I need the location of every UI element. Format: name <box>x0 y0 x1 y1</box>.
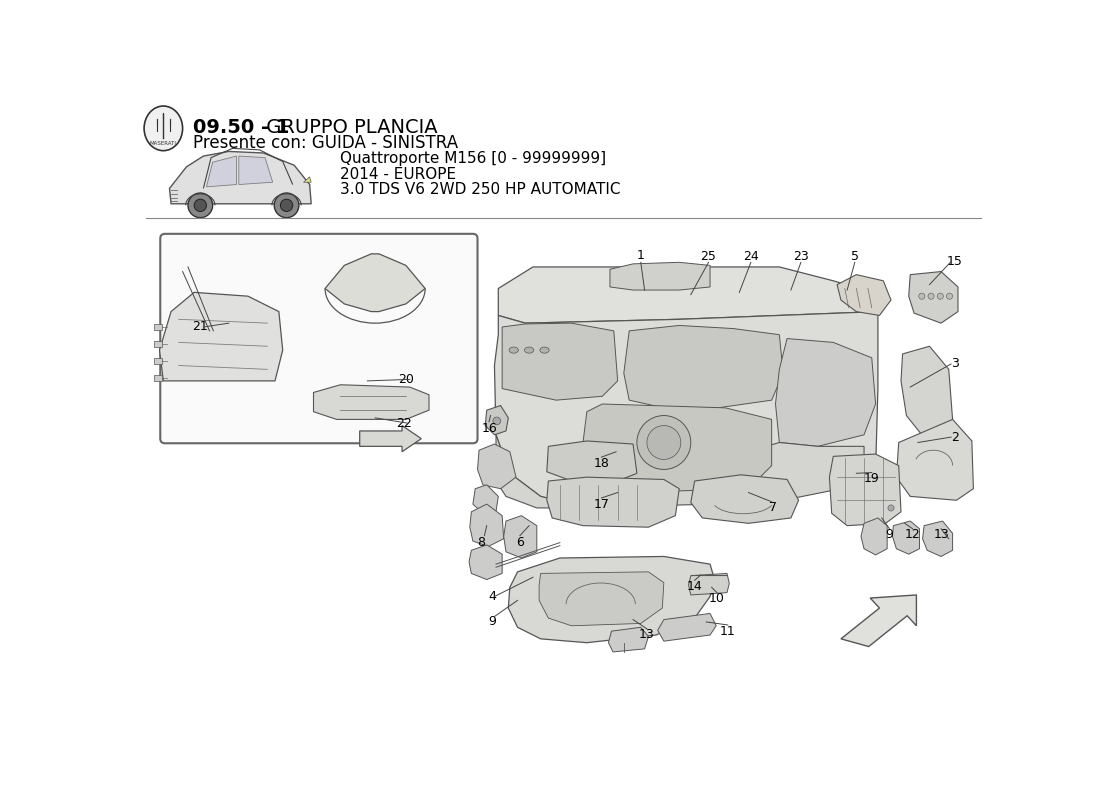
Text: 17: 17 <box>594 498 609 510</box>
Text: 16: 16 <box>481 422 497 435</box>
Polygon shape <box>658 614 716 641</box>
Circle shape <box>937 293 944 299</box>
Ellipse shape <box>509 347 518 353</box>
Text: 5: 5 <box>850 250 859 262</box>
Circle shape <box>647 426 681 459</box>
Circle shape <box>918 293 925 299</box>
Text: 19: 19 <box>864 472 880 485</box>
Polygon shape <box>485 406 508 435</box>
Text: 24: 24 <box>742 250 759 262</box>
Polygon shape <box>609 262 711 290</box>
Polygon shape <box>207 156 236 187</box>
Text: 6: 6 <box>516 536 524 549</box>
Polygon shape <box>909 271 958 323</box>
FancyBboxPatch shape <box>161 234 477 443</box>
Polygon shape <box>495 312 878 504</box>
Text: 3: 3 <box>952 358 959 370</box>
Text: 11: 11 <box>719 625 736 638</box>
Ellipse shape <box>540 347 549 353</box>
Polygon shape <box>498 267 878 323</box>
Circle shape <box>620 643 627 650</box>
Text: 15: 15 <box>947 255 962 268</box>
Polygon shape <box>776 338 876 446</box>
Polygon shape <box>892 521 920 554</box>
Polygon shape <box>861 518 887 555</box>
Circle shape <box>888 505 894 511</box>
Circle shape <box>946 293 953 299</box>
Polygon shape <box>504 516 537 558</box>
Polygon shape <box>470 504 504 546</box>
Polygon shape <box>314 385 429 419</box>
Polygon shape <box>326 254 425 312</box>
Text: 20: 20 <box>398 373 414 386</box>
Circle shape <box>637 415 691 470</box>
Polygon shape <box>691 475 799 523</box>
Polygon shape <box>624 326 783 408</box>
Ellipse shape <box>144 106 183 150</box>
Polygon shape <box>608 627 649 652</box>
Circle shape <box>280 199 293 211</box>
Text: MASERATI: MASERATI <box>150 142 177 146</box>
Polygon shape <box>583 404 772 493</box>
Text: 2014 - EUROPE: 2014 - EUROPE <box>341 167 456 182</box>
Text: 22: 22 <box>396 417 412 430</box>
Polygon shape <box>360 426 421 452</box>
Text: 09.50 - 1: 09.50 - 1 <box>192 118 289 137</box>
Circle shape <box>274 193 299 218</box>
FancyBboxPatch shape <box>154 374 162 381</box>
Polygon shape <box>923 521 953 557</box>
Text: 23: 23 <box>793 250 808 262</box>
Text: 7: 7 <box>769 502 778 514</box>
Polygon shape <box>508 557 714 642</box>
Circle shape <box>188 193 212 218</box>
Text: 12: 12 <box>904 529 921 542</box>
Polygon shape <box>547 477 680 527</box>
Ellipse shape <box>525 347 533 353</box>
Polygon shape <box>539 572 664 626</box>
Text: 2: 2 <box>952 430 959 444</box>
Text: GRUPPO PLANCIA: GRUPPO PLANCIA <box>261 118 438 137</box>
Text: 13: 13 <box>639 629 654 642</box>
Polygon shape <box>689 574 729 595</box>
Text: 1: 1 <box>637 249 645 262</box>
Text: 9: 9 <box>886 529 893 542</box>
Polygon shape <box>842 595 916 646</box>
Polygon shape <box>901 346 953 435</box>
Polygon shape <box>160 292 283 381</box>
Text: 9: 9 <box>488 615 496 629</box>
Text: 13: 13 <box>933 529 949 542</box>
Polygon shape <box>547 441 637 481</box>
Polygon shape <box>304 177 311 182</box>
Circle shape <box>493 417 500 425</box>
Polygon shape <box>469 545 502 579</box>
Polygon shape <box>896 419 974 500</box>
Polygon shape <box>239 156 273 185</box>
Polygon shape <box>496 435 865 508</box>
FancyBboxPatch shape <box>154 341 162 347</box>
Polygon shape <box>502 323 618 400</box>
Polygon shape <box>837 274 891 315</box>
Text: 21: 21 <box>192 321 208 334</box>
FancyBboxPatch shape <box>154 324 162 330</box>
Polygon shape <box>473 485 498 514</box>
Circle shape <box>195 199 207 211</box>
Polygon shape <box>829 454 901 526</box>
Text: 4: 4 <box>488 590 496 603</box>
Text: 18: 18 <box>594 457 609 470</box>
Polygon shape <box>169 151 311 204</box>
Text: 10: 10 <box>710 592 725 606</box>
Text: 8: 8 <box>477 536 485 549</box>
Circle shape <box>928 293 934 299</box>
Text: 25: 25 <box>701 250 716 262</box>
Text: 3.0 TDS V6 2WD 250 HP AUTOMATIC: 3.0 TDS V6 2WD 250 HP AUTOMATIC <box>341 182 620 198</box>
FancyBboxPatch shape <box>154 358 162 364</box>
Polygon shape <box>477 444 516 489</box>
Text: Quattroporte M156 [0 - 99999999]: Quattroporte M156 [0 - 99999999] <box>341 151 606 166</box>
Text: Presente con: GUIDA - SINISTRA: Presente con: GUIDA - SINISTRA <box>192 134 458 153</box>
Text: 14: 14 <box>686 580 703 593</box>
